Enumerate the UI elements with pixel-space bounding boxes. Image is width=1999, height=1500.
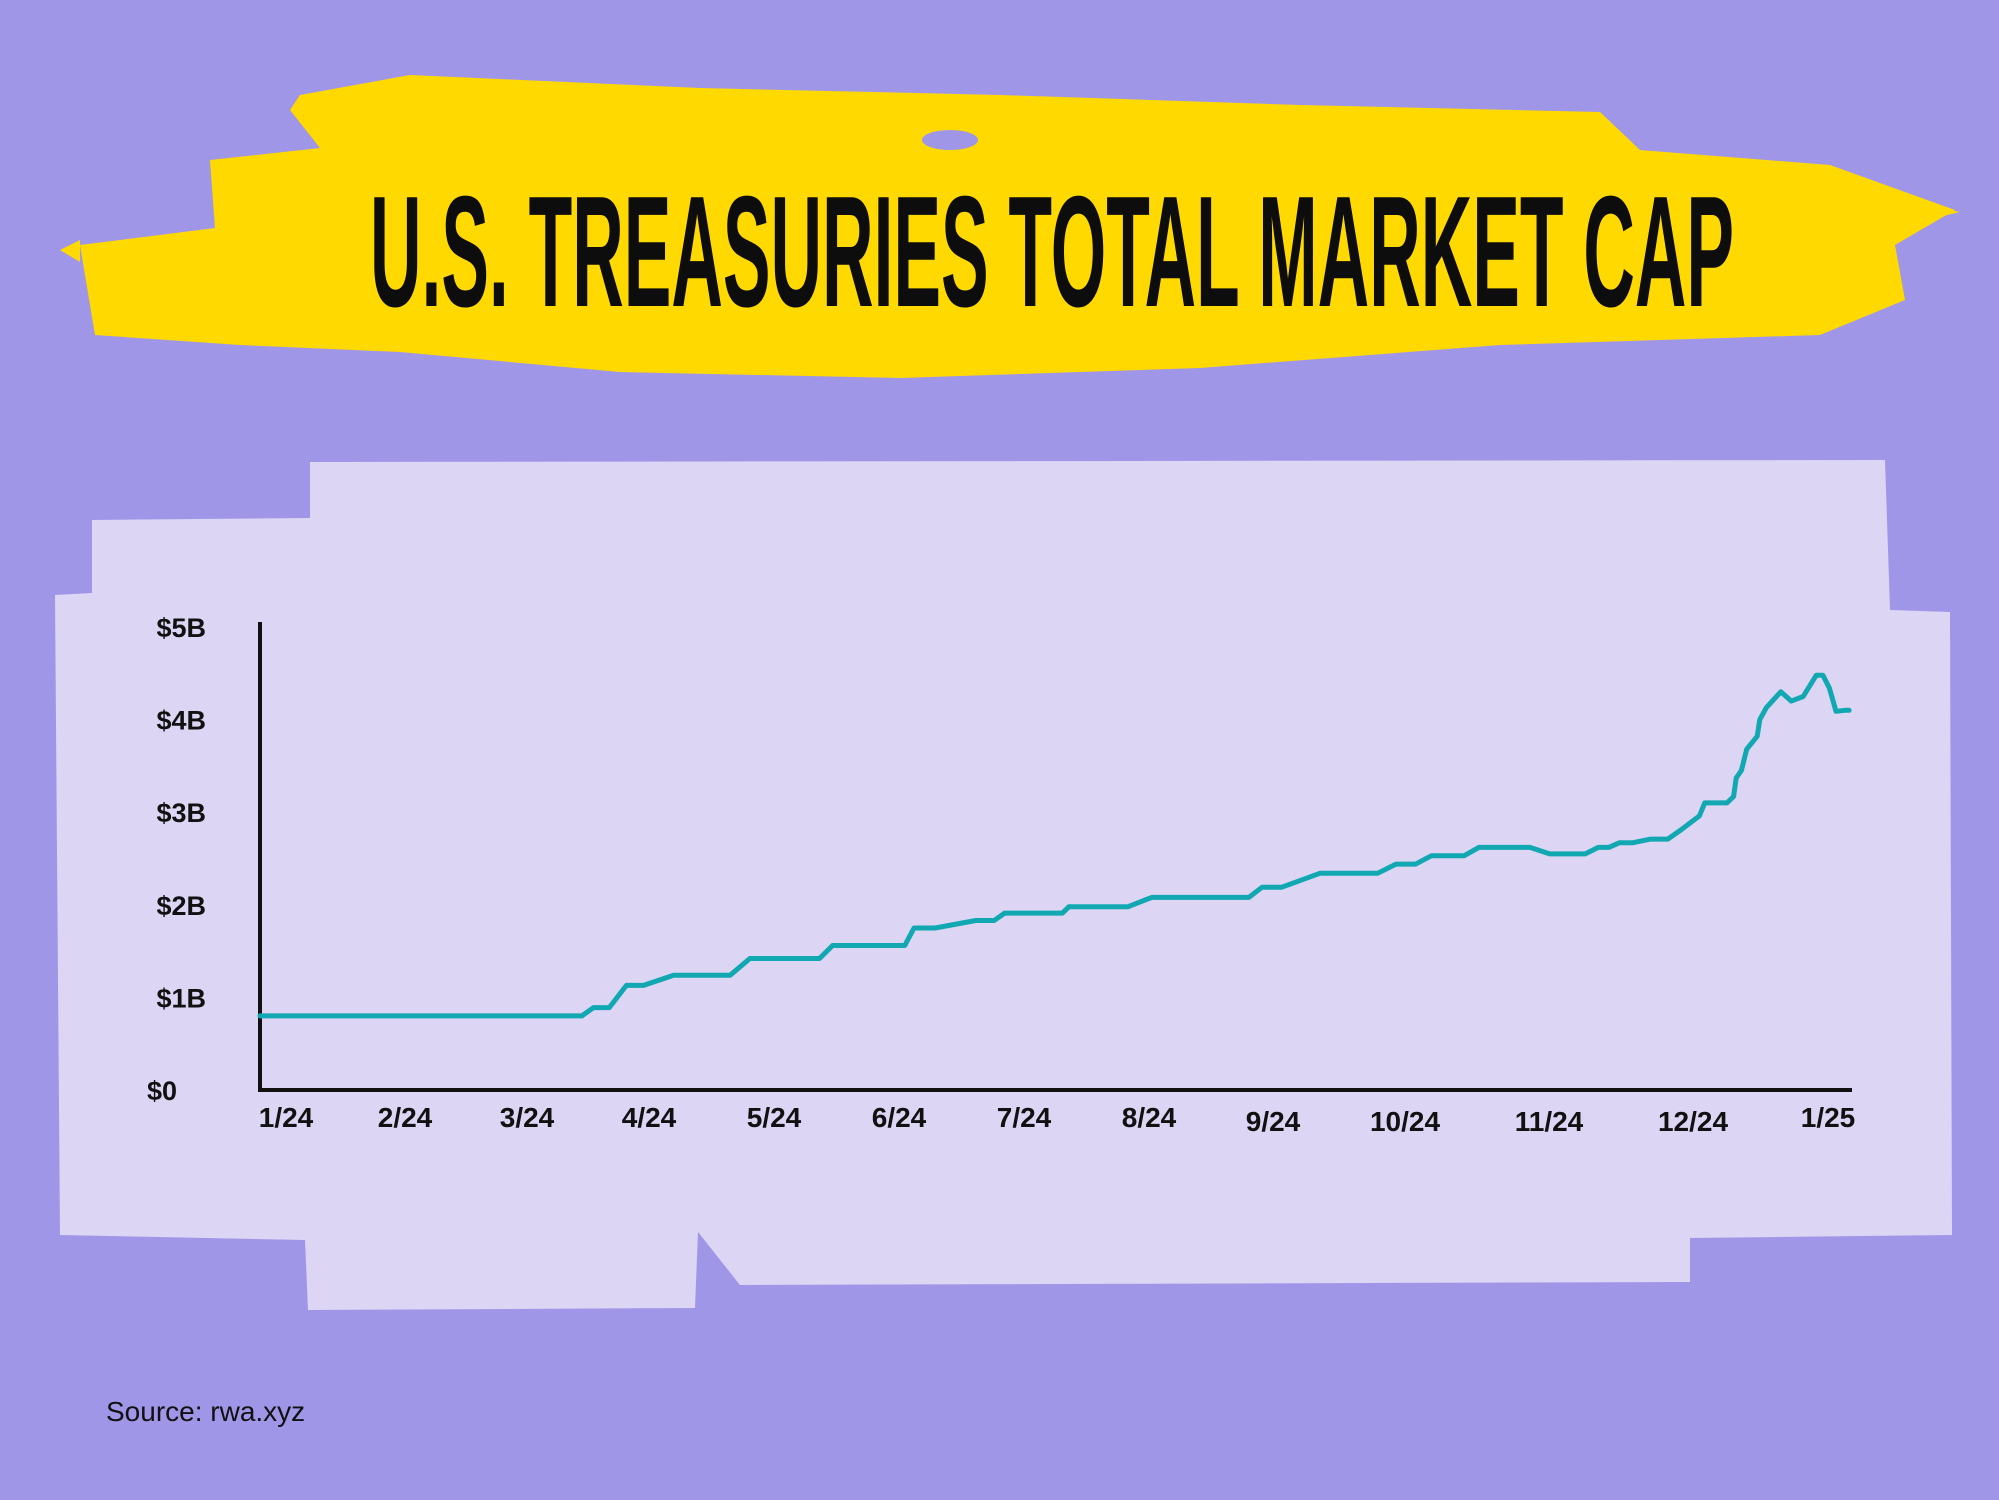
x-tick-label: 10/24 [1370, 1106, 1440, 1137]
x-tick-label: 8/24 [1122, 1102, 1177, 1133]
x-tick-label: 3/24 [500, 1102, 555, 1133]
x-tick-label: 5/24 [747, 1102, 802, 1133]
x-tick-label: 7/24 [997, 1102, 1052, 1133]
chart-title: U.S. TREASURIES TOTAL MARKET CAP [370, 164, 1734, 340]
y-tick-label: $3B [156, 798, 206, 828]
x-tick-label: 11/24 [1515, 1106, 1584, 1137]
x-tick-label: 1/25 [1801, 1102, 1856, 1133]
y-tick-label: $5B [156, 613, 206, 643]
x-tick-label: 9/24 [1246, 1106, 1301, 1137]
x-tick-label: 2/24 [378, 1102, 433, 1133]
x-tick-label: 6/24 [872, 1102, 927, 1133]
x-tick-label: 4/24 [622, 1102, 677, 1133]
source-note: Source: rwa.xyz [106, 1396, 306, 1427]
y-tick-label: $2B [156, 891, 206, 921]
y-tick-label: $1B [156, 983, 206, 1013]
y-tick-label: $4B [156, 706, 206, 736]
title-brush-stroke [60, 75, 1960, 378]
x-tick-label: 12/24 [1658, 1106, 1728, 1137]
y-tick-label: $0 [147, 1076, 177, 1106]
x-tick-label: 1/24 [259, 1102, 314, 1133]
chart-title-wrapper: U.S. TREASURIES TOTAL MARKET CAP [370, 164, 1734, 340]
series-line-market-cap [257, 672, 1852, 1019]
